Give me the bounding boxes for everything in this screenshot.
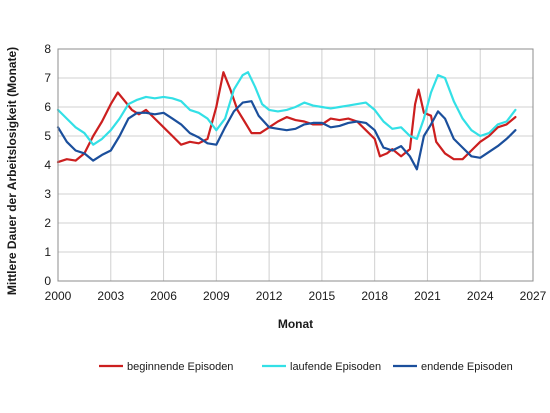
y-axis-ticks: 0 1 2 3 4 5 6 7 8 — [44, 42, 51, 288]
y-tick-label: 5 — [44, 129, 51, 143]
x-tick-label: 2006 — [150, 289, 177, 303]
legend-label-laufende: laufende Episoden — [290, 361, 381, 373]
series-line-beginnende — [56, 71, 517, 164]
x-tick-label: 2027 — [520, 289, 547, 303]
y-tick-label: 2 — [44, 216, 51, 230]
y-tick-label: 6 — [44, 100, 51, 114]
y-tick-label: 4 — [44, 158, 51, 172]
x-tick-label: 2024 — [467, 289, 494, 303]
x-axis-ticks: 2000 2003 2006 2009 2012 2015 2018 2021 2024 2027 — [45, 289, 547, 303]
x-axis-title: Monat — [278, 317, 313, 331]
series-lines — [56, 71, 517, 171]
y-tick-label: 1 — [44, 245, 51, 259]
y-tick-label: 0 — [44, 274, 51, 288]
series-line-laufende — [56, 71, 517, 146]
series-line-endende — [56, 100, 517, 171]
grid — [57, 48, 534, 282]
legend-label-endende: endende Episoden — [421, 361, 513, 373]
legend-label-beginnende: beginnende Episoden — [127, 361, 233, 373]
x-tick-label: 2009 — [203, 289, 230, 303]
x-tick-label: 2003 — [97, 289, 124, 303]
x-tick-label: 2015 — [309, 289, 336, 303]
legend: beginnende Episoden laufende Episoden ende… — [99, 361, 513, 373]
plot-frame — [57, 48, 534, 282]
y-tick-label: 7 — [44, 71, 51, 85]
x-tick-label: 2000 — [45, 289, 72, 303]
y-axis-title: Mittlere Dauer der Arbeitslosigkeit (Mon… — [5, 47, 19, 295]
x-tick-label: 2021 — [414, 289, 441, 303]
x-tick-label: 2012 — [256, 289, 283, 303]
x-tick-label: 2018 — [361, 289, 388, 303]
y-tick-label: 3 — [44, 187, 51, 201]
y-tick-label: 8 — [44, 42, 51, 56]
